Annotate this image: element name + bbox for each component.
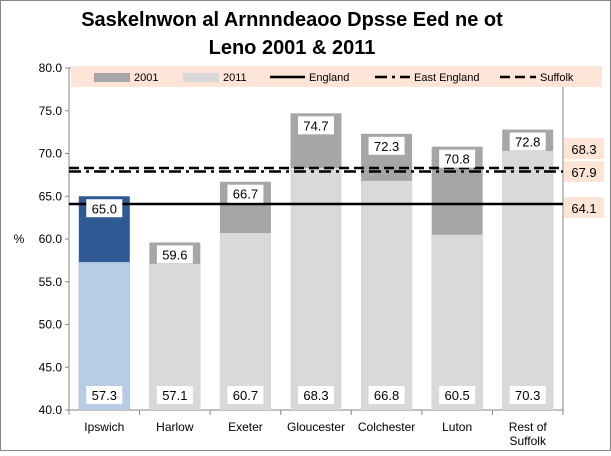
legend-label-east-england: East England bbox=[414, 72, 479, 84]
x-category-label: Colchester bbox=[358, 420, 415, 434]
data-label-box-2011 bbox=[227, 386, 264, 404]
x-category-label: Rest of bbox=[509, 420, 548, 434]
data-label-box-2001 bbox=[86, 199, 123, 218]
bar-2011 bbox=[78, 262, 130, 410]
reference-label-box bbox=[564, 197, 604, 218]
data-label-box-2001 bbox=[509, 132, 546, 151]
bar-2011 bbox=[361, 180, 413, 410]
data-label-2001: 72.8 bbox=[515, 135, 540, 150]
bar-2011 bbox=[219, 233, 271, 410]
data-label-2001: 72.3 bbox=[374, 139, 399, 154]
bar-2011 bbox=[502, 150, 554, 410]
data-label-2001: 70.8 bbox=[444, 152, 469, 167]
legend-label-2001: 2001 bbox=[134, 72, 158, 84]
reference-label: 68.3 bbox=[571, 142, 596, 157]
bar-2011 bbox=[290, 168, 342, 410]
reference-label: 64.1 bbox=[571, 201, 596, 216]
reference-label: 67.9 bbox=[571, 165, 596, 180]
y-tick-label: 70.0 bbox=[39, 147, 63, 161]
data-label-2001: 74.7 bbox=[303, 118, 328, 133]
data-label-box-2011 bbox=[298, 386, 334, 404]
data-label-2011: 66.8 bbox=[374, 388, 399, 403]
data-label-box-2011 bbox=[439, 386, 476, 404]
y-tick-label: 75.0 bbox=[39, 104, 63, 118]
y-tick-label: 60.0 bbox=[39, 232, 63, 246]
legend: 2001 2011 England East England Suffolk bbox=[71, 66, 602, 87]
data-label-2011: 68.3 bbox=[303, 388, 328, 403]
data-label-box-2001 bbox=[227, 184, 264, 203]
data-label-2011: 60.5 bbox=[444, 388, 469, 403]
legend-label-2011: 2011 bbox=[223, 72, 247, 84]
legend-label-suffolk: Suffolk bbox=[540, 72, 574, 84]
legend-swatch-2011 bbox=[183, 73, 219, 82]
y-axis-label: % bbox=[14, 232, 25, 246]
data-label-box-2011 bbox=[156, 386, 193, 404]
chart-title-line: Saskelnwon al Arnnndeaoo Dpsse Eed ne ot bbox=[81, 9, 503, 31]
data-label-2011: 70.3 bbox=[515, 388, 540, 403]
data-label-box-2011 bbox=[509, 386, 546, 404]
data-label-box-2001 bbox=[156, 245, 193, 264]
data-label-2011: 57.3 bbox=[92, 388, 117, 403]
data-label-2001: 65.0 bbox=[92, 201, 117, 216]
data-label-2011: 57.1 bbox=[162, 388, 187, 403]
x-category-label: Luton bbox=[442, 420, 472, 434]
y-tick-label: 40.0 bbox=[39, 403, 63, 417]
x-category-label: Exeter bbox=[228, 420, 263, 434]
x-category-label: Ipswich bbox=[84, 420, 124, 434]
data-label-box-2001 bbox=[439, 149, 476, 168]
y-tick-label: 50.0 bbox=[39, 318, 63, 332]
y-tick-label: 80.0 bbox=[39, 61, 63, 75]
x-category-label: Harlow bbox=[156, 420, 194, 434]
data-label-box-2011 bbox=[368, 386, 405, 404]
y-tick-label: 65.0 bbox=[39, 189, 63, 203]
data-label-2001: 59.6 bbox=[162, 247, 187, 262]
reference-label-box bbox=[564, 138, 604, 159]
y-tick-label: 55.0 bbox=[39, 275, 63, 289]
data-label-box-2001 bbox=[368, 136, 405, 155]
chart-title-line: Leno 2001 & 2011 bbox=[209, 37, 376, 59]
data-label-2011: 60.7 bbox=[233, 388, 258, 403]
legend-label-england: England bbox=[309, 72, 349, 84]
data-label-2001: 66.7 bbox=[233, 187, 258, 202]
x-category-label: Gloucester bbox=[287, 420, 345, 434]
y-tick-label: 45.0 bbox=[39, 360, 63, 374]
bar-2011 bbox=[431, 234, 483, 410]
data-label-box-2011 bbox=[86, 386, 123, 404]
data-label-box-2001 bbox=[298, 116, 334, 135]
x-category-label: Suffolk bbox=[509, 434, 546, 448]
bar-2011 bbox=[149, 263, 201, 410]
legend-swatch-2001 bbox=[94, 73, 130, 82]
reference-label-box bbox=[564, 161, 604, 182]
